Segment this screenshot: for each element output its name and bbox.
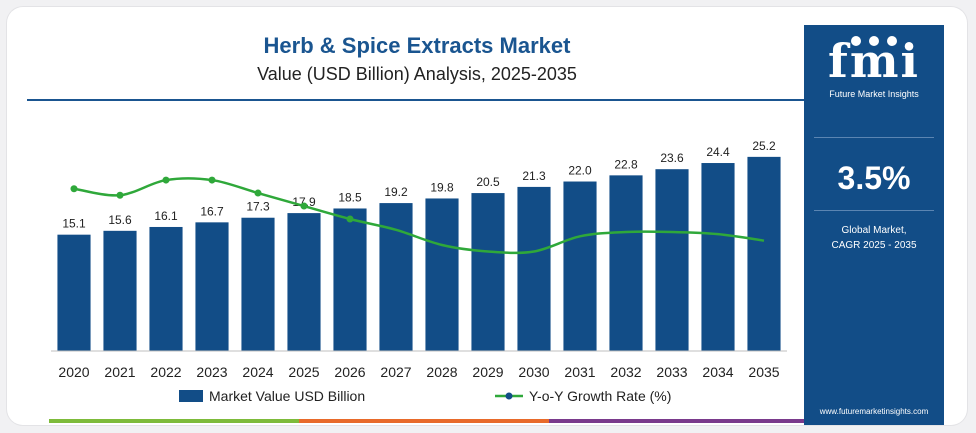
growth-point-2025 bbox=[300, 202, 308, 210]
bar-2024 bbox=[241, 217, 275, 351]
x-tick-label: 2035 bbox=[748, 364, 779, 380]
bar-2033 bbox=[655, 169, 689, 351]
x-tick-label: 2033 bbox=[656, 364, 687, 380]
sidebar-divider bbox=[814, 210, 934, 211]
legend-bar-label: Market Value USD Billion bbox=[209, 388, 365, 404]
x-tick-label: 2029 bbox=[472, 364, 503, 380]
bar-2025 bbox=[287, 213, 321, 351]
bar-value-label: 24.4 bbox=[706, 145, 730, 159]
x-tick-label: 2028 bbox=[426, 364, 457, 380]
bar-value-label: 17.3 bbox=[246, 200, 270, 214]
bar-2035 bbox=[747, 156, 781, 351]
bottom-accent-orange bbox=[299, 419, 549, 423]
fmi-logo: fmi bbox=[828, 34, 920, 88]
bar-value-label: 15.6 bbox=[108, 213, 132, 227]
bar-2026 bbox=[333, 208, 367, 351]
bar-value-label: 21.3 bbox=[522, 169, 546, 183]
growth-point-2024 bbox=[254, 189, 262, 197]
bar-value-label: 19.8 bbox=[430, 180, 454, 194]
growth-point-2026 bbox=[346, 215, 354, 223]
bar-value-label: 23.6 bbox=[660, 151, 684, 165]
bar-2034 bbox=[701, 163, 735, 351]
cagr-label-line1: Global Market, bbox=[841, 225, 907, 236]
bar-chart: 15.1 15.6 16.1 16.7 17.3 17.9 18.5 19.2 19.8 20.5… bbox=[51, 139, 787, 404]
bottom-accent-green bbox=[49, 419, 299, 423]
bar-2020 bbox=[57, 234, 91, 351]
bar-value-label: 25.2 bbox=[752, 139, 776, 153]
bar-value-label: 16.7 bbox=[200, 204, 224, 218]
logo-subtitle: Future Market Insights bbox=[829, 89, 919, 99]
x-tick-label: 2022 bbox=[150, 364, 181, 380]
bar-2029 bbox=[471, 193, 505, 351]
x-tick-label: 2023 bbox=[196, 364, 227, 380]
sidebar-divider bbox=[814, 137, 934, 138]
x-tick-label: 2027 bbox=[380, 364, 411, 380]
legend-line-marker bbox=[505, 392, 513, 400]
legend-bar-swatch bbox=[179, 390, 203, 402]
bar-value-label: 19.2 bbox=[384, 185, 408, 199]
growth-point-2020 bbox=[70, 185, 78, 193]
growth-rate-line bbox=[73, 177, 765, 255]
bar-value-label: 22.0 bbox=[568, 164, 592, 178]
bar-value-label: 15.1 bbox=[62, 217, 86, 231]
header-divider bbox=[27, 99, 807, 101]
website-link[interactable]: www.futuremarketinsights.com bbox=[819, 407, 929, 416]
chart-card: Herb & Spice Extracts Market Value (USD … bbox=[7, 7, 967, 425]
legend-line-label: Y-o-Y Growth Rate (%) bbox=[529, 388, 671, 404]
cagr-value: 3.5% bbox=[837, 160, 911, 196]
bar-2021 bbox=[103, 230, 137, 351]
bar-2027 bbox=[379, 203, 413, 351]
bar-value-label: 22.8 bbox=[614, 157, 638, 171]
bar-2031 bbox=[563, 181, 597, 351]
bar-2023 bbox=[195, 222, 229, 351]
growth-point-2023 bbox=[208, 176, 216, 184]
growth-point-2021 bbox=[116, 191, 124, 199]
bar-2030 bbox=[517, 186, 551, 351]
growth-point-2022 bbox=[162, 176, 170, 184]
bar-2028 bbox=[425, 198, 459, 351]
bottom-accent-purple bbox=[549, 419, 804, 423]
sidebar-panel: fmi Future Market Insights 3.5% Global M… bbox=[804, 25, 944, 425]
bar-2022 bbox=[149, 226, 183, 351]
x-tick-label: 2024 bbox=[242, 364, 273, 380]
bar-value-label: 16.1 bbox=[154, 209, 178, 223]
x-tick-label: 2025 bbox=[288, 364, 319, 380]
bar-value-label: 20.5 bbox=[476, 175, 500, 189]
x-tick-label: 2030 bbox=[518, 364, 549, 380]
chart-title: Herb & Spice Extracts Market bbox=[263, 33, 571, 58]
logo-dots-icon bbox=[851, 36, 897, 46]
bar-value-label: 18.5 bbox=[338, 190, 362, 204]
x-tick-label: 2031 bbox=[564, 364, 595, 380]
x-tick-label: 2021 bbox=[104, 364, 135, 380]
x-tick-label: 2032 bbox=[610, 364, 641, 380]
bar-2032 bbox=[609, 175, 643, 351]
cagr-label-line2: CAGR 2025 - 2035 bbox=[831, 240, 917, 251]
x-tick-label: 2026 bbox=[334, 364, 365, 380]
chart-subtitle: Value (USD Billion) Analysis, 2025-2035 bbox=[257, 64, 577, 84]
x-tick-label: 2020 bbox=[58, 364, 89, 380]
x-tick-label: 2034 bbox=[702, 364, 733, 380]
